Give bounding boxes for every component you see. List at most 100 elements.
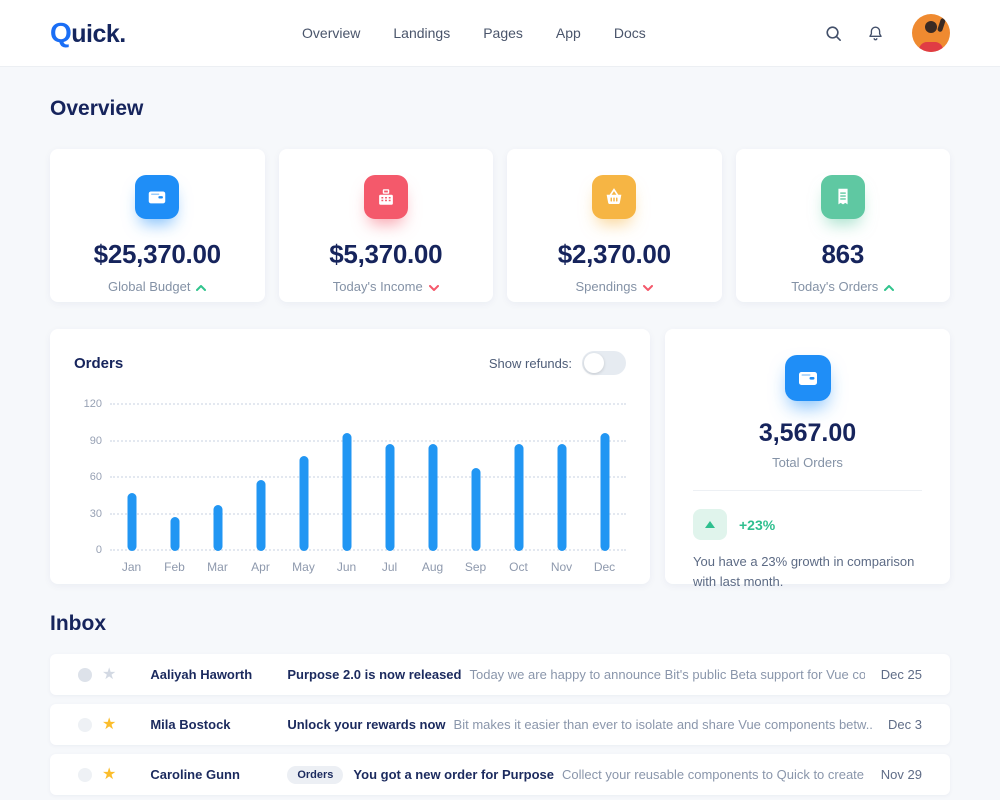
stat-card: $2,370.00 Spendings	[507, 149, 722, 302]
chart-bar[interactable]	[557, 443, 566, 551]
mail-preview: Bit makes it easier than ever to isolate…	[453, 717, 873, 732]
chart-bar[interactable]	[170, 516, 179, 551]
logo[interactable]: Quick.	[50, 17, 126, 49]
bell-icon[interactable]	[864, 22, 886, 44]
mail-main: Unlock your rewards now Bit makes it easi…	[287, 717, 872, 732]
growth-description: You have a 23% growth in comparison with…	[693, 554, 915, 589]
unread-dot-icon[interactable]	[78, 667, 92, 682]
mail-date: Nov 29	[880, 767, 922, 782]
nav-item-overview[interactable]: Overview	[302, 25, 361, 41]
x-tick-label: Jan	[121, 560, 142, 574]
logo-q: Q	[50, 17, 72, 48]
y-tick-label: 0	[95, 544, 102, 556]
avatar[interactable]	[912, 14, 950, 52]
main-navigation: Overview Landings Pages App Docs	[126, 25, 822, 41]
bar-column	[196, 405, 239, 551]
cash-register-icon	[363, 175, 408, 219]
gridline: 60	[90, 471, 626, 483]
inbox-row[interactable]: ★ Mila Bostock Unlock your rewards now Bit …	[50, 704, 950, 745]
chart-bar[interactable]	[299, 456, 308, 551]
top-navbar: Quick. Overview Landings Pages App Docs	[0, 0, 1000, 67]
x-tick-label: Apr	[251, 560, 270, 574]
chart-bar[interactable]	[514, 443, 523, 551]
stat-amount: 863	[821, 239, 865, 269]
x-tick-label: Jul	[381, 560, 398, 574]
nav-item-pages[interactable]: Pages	[483, 25, 523, 41]
unread-dot-icon[interactable]	[78, 767, 92, 782]
inbox-list: ★ Aaliyah Haworth Purpose 2.0 is now relea…	[50, 654, 950, 795]
trend-down-icon	[642, 279, 653, 294]
avatar-shirt	[919, 42, 943, 52]
chart-bar[interactable]	[471, 468, 480, 551]
stat-amount: $5,370.00	[329, 239, 443, 269]
search-icon[interactable]	[822, 22, 844, 44]
x-tick-label: Jun	[336, 560, 357, 574]
total-orders-label: Total Orders	[772, 455, 843, 470]
mail-main: Orders You got a new order for Purpose Col…	[287, 765, 865, 784]
x-tick-label: May	[292, 560, 315, 574]
stat-label[interactable]: Global Budget	[50, 279, 265, 294]
receipt-icon	[820, 175, 865, 219]
stat-card: $5,370.00 Today's Income	[278, 149, 494, 302]
mail-date: Dec 3	[888, 717, 922, 732]
chart-bar[interactable]	[256, 480, 265, 551]
middle-row: Orders Show refunds: 0 30 60 90 120 Jan Feb Mar…	[50, 329, 950, 589]
main-content: Overview $25,370.00 Global Budget $5,370.0…	[0, 67, 1000, 795]
bar-column	[540, 405, 583, 551]
chart-bar[interactable]	[600, 432, 609, 551]
y-tick-label: 90	[89, 434, 102, 447]
stat-label[interactable]: Spendings	[507, 279, 722, 294]
avatar-head	[925, 21, 937, 33]
chart-plot-area: 0 30 60 90 120	[84, 398, 626, 556]
mail-preview: Today we are happy to announce Bit's pub…	[469, 667, 865, 682]
inbox-title: Inbox	[50, 612, 106, 635]
nav-item-app[interactable]: App	[555, 25, 581, 41]
bars	[110, 405, 626, 551]
x-axis-labels: Jan Feb Mar Apr May Jun Jul Aug Sep Oct Nov Dec	[110, 560, 626, 574]
mail-date: Dec 25	[880, 667, 922, 682]
growth-up-icon	[693, 509, 727, 540]
chart-bar[interactable]	[428, 443, 437, 551]
orders-card-title: Orders	[74, 354, 124, 372]
total-orders-amount: 3,567.00	[758, 419, 857, 447]
show-refunds-label: Show refunds:	[488, 355, 572, 371]
star-icon[interactable]: ★	[102, 715, 117, 733]
stat-label[interactable]: Today's Orders	[736, 279, 951, 294]
unread-dot-icon[interactable]	[78, 717, 92, 732]
wallet-icon	[784, 355, 831, 401]
inbox-row[interactable]: ★ Caroline Gunn Orders You got a new order …	[50, 754, 950, 795]
mail-main: Purpose 2.0 is now released Today we are …	[287, 667, 864, 682]
bar-column	[368, 405, 411, 551]
page-title: Overview	[50, 97, 144, 120]
basket-icon	[592, 175, 637, 219]
show-refunds-toggle[interactable]	[582, 351, 626, 375]
stat-label[interactable]: Today's Income	[279, 279, 494, 294]
star-icon[interactable]: ★	[102, 765, 117, 783]
inbox-row[interactable]: ★ Aaliyah Haworth Purpose 2.0 is now relea…	[50, 654, 950, 695]
trend-up-icon	[884, 279, 895, 294]
trend-down-icon	[428, 279, 439, 294]
chart-bar[interactable]	[127, 492, 136, 551]
orders-chart-card: Orders Show refunds: 0 30 60 90 120 Jan Feb Mar…	[50, 329, 650, 584]
orders-bar-chart: 0 30 60 90 120 Jan Feb Mar Apr May Jun Jul Aug Sep Oct…	[84, 398, 626, 574]
stat-card: $25,370.00 Global Budget	[50, 149, 265, 302]
x-tick-label: Aug	[421, 560, 444, 574]
chart-bar[interactable]	[342, 432, 351, 551]
mail-subject: Unlock your rewards now	[287, 717, 446, 732]
x-tick-label: Oct	[509, 560, 528, 574]
mail-subject: You got a new order for Purpose	[353, 767, 554, 782]
chart-bar[interactable]	[213, 504, 222, 551]
x-tick-label: Feb	[164, 560, 185, 574]
toggle-knob	[584, 353, 604, 373]
nav-item-docs[interactable]: Docs	[613, 25, 646, 41]
y-tick-label: 120	[83, 398, 102, 410]
bar-column	[282, 405, 325, 551]
nav-item-landings[interactable]: Landings	[393, 25, 451, 41]
divider	[693, 490, 922, 491]
bar-column	[325, 405, 368, 551]
star-icon[interactable]: ★	[102, 665, 117, 683]
chart-bar[interactable]	[385, 443, 394, 551]
bar-column	[239, 405, 282, 551]
y-tick-label: 60	[89, 471, 102, 483]
bar-column	[454, 405, 497, 551]
